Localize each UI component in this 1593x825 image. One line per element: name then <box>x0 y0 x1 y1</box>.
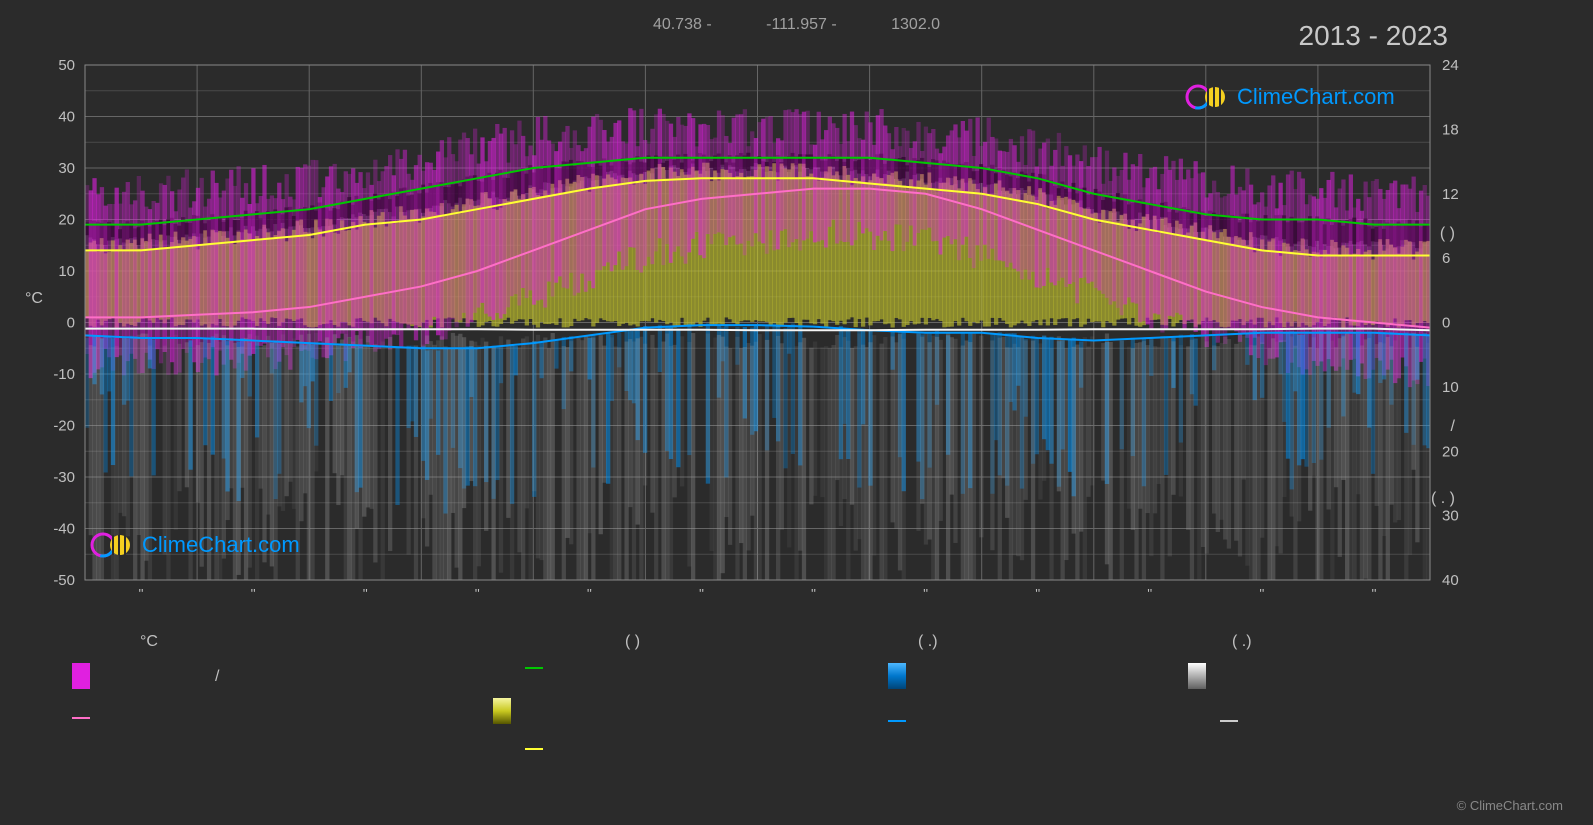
watermark-text: ClimeChart.com <box>1237 84 1395 110</box>
watermark-text: ClimeChart.com <box>142 532 300 558</box>
logo-icon <box>1185 82 1229 112</box>
svg-text:0: 0 <box>1442 315 1450 332</box>
svg-text:-20: -20 <box>53 418 75 435</box>
legend-swatch-line <box>525 748 543 750</box>
svg-text:'': '' <box>475 586 480 601</box>
svg-text:20: 20 <box>1442 443 1459 460</box>
legend-item-0 <box>72 663 90 689</box>
climate-chart-container: 40.738 - -111.957 - 1302.0 2013 - 2023 -… <box>0 0 1593 825</box>
svg-text:'': '' <box>139 586 144 601</box>
svg-text:40: 40 <box>1442 572 1459 589</box>
svg-text:'': '' <box>1035 586 1040 601</box>
svg-text:'': '' <box>587 586 592 601</box>
right-axis-top-label: ( ) <box>1440 225 1455 243</box>
legend-item-9 <box>1220 720 1238 722</box>
svg-text:18: 18 <box>1442 121 1459 138</box>
legend-header-col4: ( .) <box>1232 633 1252 651</box>
svg-text:40: 40 <box>58 109 75 126</box>
svg-text:'': '' <box>1371 586 1376 601</box>
legend-item-1 <box>72 717 90 719</box>
legend-header-col2: ( ) <box>625 633 640 651</box>
legend-header-col3: ( .) <box>918 633 938 651</box>
legend-swatch <box>493 698 511 724</box>
legend-item-8 <box>1188 663 1206 689</box>
svg-text:'': '' <box>1147 586 1152 601</box>
legend-item-7 <box>888 720 906 722</box>
svg-text:0: 0 <box>67 315 75 332</box>
legend-item-2: / <box>215 668 219 686</box>
legend-item-5 <box>525 748 543 750</box>
svg-text:-50: -50 <box>53 572 75 589</box>
svg-text:50: 50 <box>58 57 75 74</box>
legend-swatch-line <box>888 720 906 722</box>
svg-text:'': '' <box>251 586 256 601</box>
legend-item-6 <box>888 663 906 689</box>
watermark-1: ClimeChart.com <box>1185 82 1395 112</box>
svg-text:20: 20 <box>58 212 75 229</box>
svg-text:'': '' <box>699 586 704 601</box>
svg-text:24: 24 <box>1442 57 1459 74</box>
svg-text:30: 30 <box>1442 508 1459 525</box>
legend-swatch <box>72 663 90 689</box>
svg-text:-40: -40 <box>53 521 75 538</box>
logo-icon <box>90 530 134 560</box>
legend-swatch <box>888 663 906 689</box>
legend-swatch <box>1188 663 1206 689</box>
right-axis-bottom-label: ( . ) <box>1431 490 1455 508</box>
right-axis-mid-label: / <box>1451 418 1455 436</box>
legend-label: / <box>215 668 219 686</box>
svg-text:'': '' <box>363 586 368 601</box>
svg-text:10: 10 <box>1442 379 1459 396</box>
svg-text:'': '' <box>923 586 928 601</box>
copyright-text: © ClimeChart.com <box>1457 798 1563 813</box>
legend-item-4 <box>493 698 511 724</box>
legend-swatch-line <box>525 667 543 669</box>
svg-text:'': '' <box>811 586 816 601</box>
chart-plot: -50 -40 -30 -20 -10 0 10 20 30 40 50 0 6 12 18 24 10 20 30… <box>0 0 1593 825</box>
legend-swatch-line <box>72 717 90 719</box>
legend-item-3 <box>525 667 543 669</box>
svg-text:'': '' <box>1259 586 1264 601</box>
svg-text:30: 30 <box>58 160 75 177</box>
left-axis-unit: °C <box>25 290 43 308</box>
svg-text:12: 12 <box>1442 186 1459 203</box>
svg-text:6: 6 <box>1442 250 1450 267</box>
legend-swatch-line <box>1220 720 1238 722</box>
svg-text:10: 10 <box>58 263 75 280</box>
svg-text:-30: -30 <box>53 469 75 486</box>
watermark-0: ClimeChart.com <box>90 530 300 560</box>
svg-text:-10: -10 <box>53 366 75 383</box>
legend-header-temp: °C <box>140 633 158 651</box>
